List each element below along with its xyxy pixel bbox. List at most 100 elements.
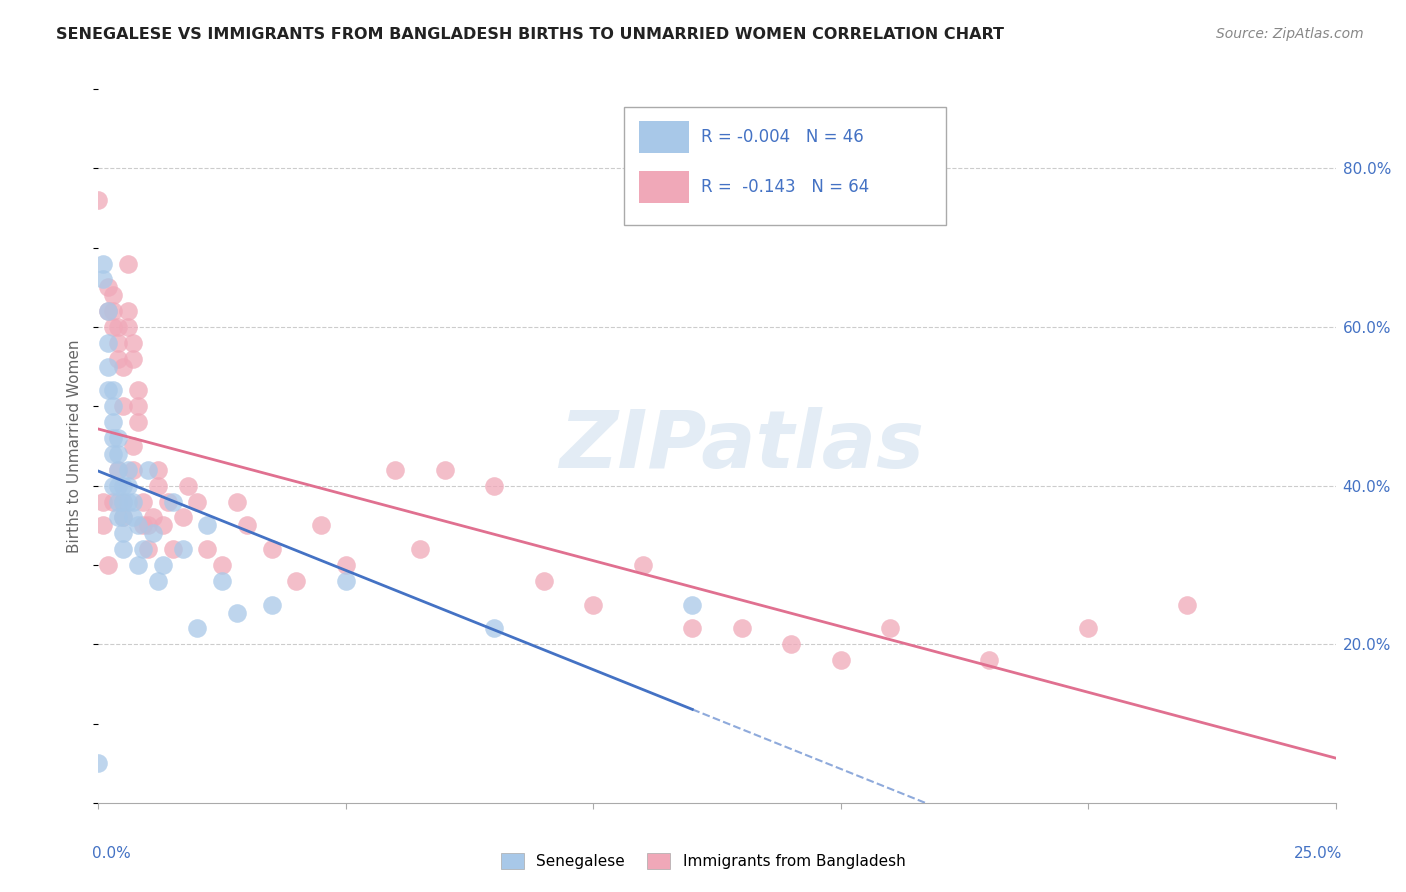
- Point: [384, 463, 406, 477]
- Point: [122, 335, 145, 350]
- Point: [103, 304, 125, 318]
- Point: [97, 304, 120, 318]
- Point: [117, 320, 139, 334]
- Point: [142, 510, 165, 524]
- Point: [97, 304, 120, 318]
- Point: [142, 526, 165, 541]
- Point: [433, 463, 456, 477]
- Point: [146, 463, 169, 477]
- Point: [136, 463, 159, 477]
- Point: [103, 320, 125, 334]
- Point: [127, 384, 149, 398]
- Point: [122, 510, 145, 524]
- Point: [117, 304, 139, 318]
- Point: [107, 320, 129, 334]
- Point: [484, 621, 506, 635]
- Point: [117, 494, 139, 508]
- Point: [211, 558, 233, 572]
- Point: [127, 415, 149, 429]
- Point: [103, 384, 125, 398]
- Point: [112, 478, 135, 492]
- Point: [107, 494, 129, 508]
- Point: [103, 447, 125, 461]
- Point: [132, 494, 155, 508]
- Point: [107, 335, 129, 350]
- Point: [93, 257, 115, 271]
- Point: [122, 494, 145, 508]
- Text: 0.0%: 0.0%: [93, 846, 131, 861]
- Point: [93, 518, 115, 533]
- Point: [132, 518, 155, 533]
- Point: [97, 384, 120, 398]
- Text: Source: ZipAtlas.com: Source: ZipAtlas.com: [1216, 27, 1364, 41]
- Point: [146, 478, 169, 492]
- Point: [112, 359, 135, 374]
- Point: [186, 621, 208, 635]
- Point: [107, 431, 129, 445]
- Point: [107, 463, 129, 477]
- Point: [117, 257, 139, 271]
- Point: [117, 478, 139, 492]
- Point: [117, 463, 139, 477]
- Point: [162, 542, 184, 557]
- Point: [156, 494, 179, 508]
- Point: [162, 494, 184, 508]
- Text: SENEGALESE VS IMMIGRANTS FROM BANGLADESH BIRTHS TO UNMARRIED WOMEN CORRELATION C: SENEGALESE VS IMMIGRANTS FROM BANGLADESH…: [56, 27, 1004, 42]
- Point: [112, 542, 135, 557]
- Point: [830, 653, 852, 667]
- Point: [97, 335, 120, 350]
- Point: [136, 542, 159, 557]
- Point: [226, 606, 249, 620]
- Point: [195, 518, 218, 533]
- Point: [172, 510, 194, 524]
- Point: [631, 558, 654, 572]
- Point: [979, 653, 1001, 667]
- Point: [93, 272, 115, 286]
- Point: [780, 637, 803, 651]
- FancyBboxPatch shape: [640, 171, 689, 203]
- Point: [186, 494, 208, 508]
- Point: [152, 518, 174, 533]
- Point: [582, 598, 605, 612]
- Y-axis label: Births to Unmarried Women: Births to Unmarried Women: [67, 339, 83, 553]
- Point: [409, 542, 432, 557]
- Point: [112, 494, 135, 508]
- Point: [107, 351, 129, 366]
- Point: [1077, 621, 1099, 635]
- Point: [335, 574, 357, 588]
- Point: [731, 621, 754, 635]
- Text: ZIPatlas: ZIPatlas: [560, 407, 924, 485]
- Point: [132, 542, 155, 557]
- Point: [172, 542, 194, 557]
- Point: [260, 598, 283, 612]
- Text: R =  -0.143   N = 64: R = -0.143 N = 64: [702, 178, 869, 196]
- Point: [127, 518, 149, 533]
- Point: [211, 574, 233, 588]
- Point: [533, 574, 555, 588]
- FancyBboxPatch shape: [640, 121, 689, 153]
- Point: [146, 574, 169, 588]
- Point: [107, 447, 129, 461]
- Point: [112, 510, 135, 524]
- Point: [681, 621, 703, 635]
- Point: [103, 288, 125, 302]
- Point: [87, 193, 110, 207]
- Point: [97, 280, 120, 294]
- Point: [103, 415, 125, 429]
- Point: [309, 518, 332, 533]
- Point: [103, 431, 125, 445]
- Point: [93, 494, 115, 508]
- Point: [112, 510, 135, 524]
- Point: [484, 478, 506, 492]
- Point: [107, 463, 129, 477]
- Point: [107, 478, 129, 492]
- Point: [127, 558, 149, 572]
- Text: 25.0%: 25.0%: [1294, 846, 1341, 861]
- Point: [136, 518, 159, 533]
- Point: [112, 526, 135, 541]
- Point: [103, 494, 125, 508]
- Point: [112, 494, 135, 508]
- Point: [103, 400, 125, 414]
- Point: [260, 542, 283, 557]
- Point: [335, 558, 357, 572]
